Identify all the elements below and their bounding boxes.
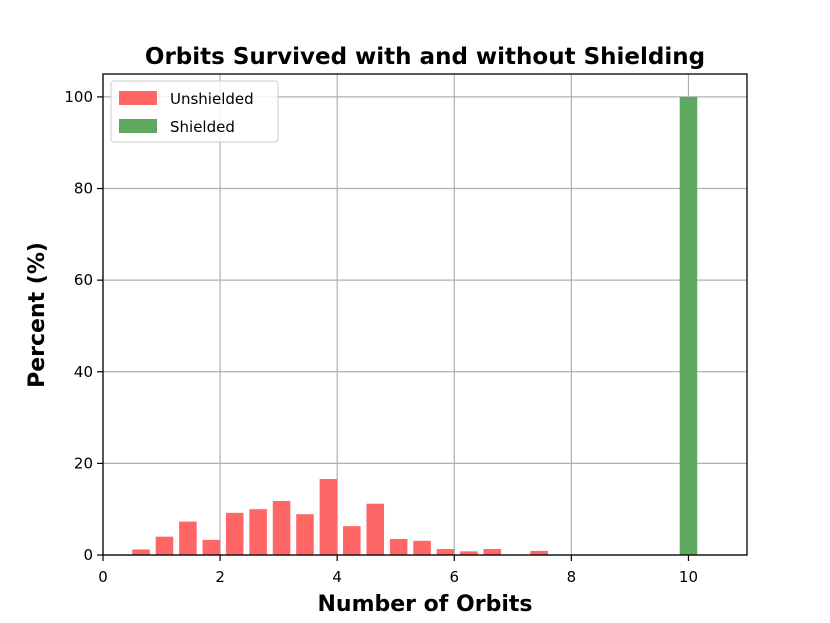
bar-unshielded [413, 540, 431, 555]
y-tick-label: 20 [74, 454, 93, 472]
bar-unshielded [132, 549, 150, 555]
x-axis-label: Number of Orbits [318, 592, 533, 617]
x-tick-label: 0 [98, 568, 108, 586]
y-tick-label: 80 [74, 180, 93, 198]
bar-unshielded [436, 549, 455, 555]
bar-unshielded [155, 536, 174, 555]
x-tick-label: 6 [449, 568, 459, 586]
grid-lines [102, 74, 747, 556]
x-axis-ticks: 0 2 4 6 8 10 [98, 555, 698, 586]
y-axis-label: Percent (%) [25, 242, 50, 388]
legend-label-shielded: Shielded [170, 118, 235, 136]
y-tick-label: 100 [64, 88, 93, 106]
y-tick-label: 60 [74, 271, 93, 289]
legend: Unshielded Shielded [110, 80, 279, 143]
x-tick-label: 2 [215, 568, 225, 586]
bar-unshielded [225, 512, 244, 555]
x-tick-label: 10 [679, 568, 698, 586]
bar-unshielded [343, 526, 361, 555]
legend-label-unshielded: Unshielded [170, 90, 254, 108]
y-tick-label: 40 [74, 363, 93, 381]
bar-unshielded [249, 509, 267, 555]
bar-unshielded [530, 550, 548, 555]
bars [132, 96, 698, 556]
bar-unshielded [296, 514, 314, 555]
bar-unshielded [483, 549, 502, 555]
bar-unshielded [179, 521, 197, 555]
bar-unshielded [319, 478, 338, 555]
bar-shielded [679, 96, 698, 556]
x-tick-label: 4 [332, 568, 342, 586]
plot-frame [102, 73, 748, 556]
bar-unshielded [389, 538, 408, 555]
bar-unshielded [202, 539, 221, 555]
y-axis-ticks: 0 20 40 60 80 100 [64, 88, 103, 564]
bar-unshielded [460, 551, 478, 555]
legend-swatch-unshielded [119, 91, 157, 105]
legend-swatch-shielded [119, 119, 157, 133]
bar-unshielded [272, 500, 291, 555]
y-tick-label: 0 [83, 546, 93, 564]
x-tick-label: 8 [567, 568, 577, 586]
bar-unshielded [366, 503, 385, 555]
chart-title: Orbits Survived with and without Shieldi… [145, 44, 705, 70]
